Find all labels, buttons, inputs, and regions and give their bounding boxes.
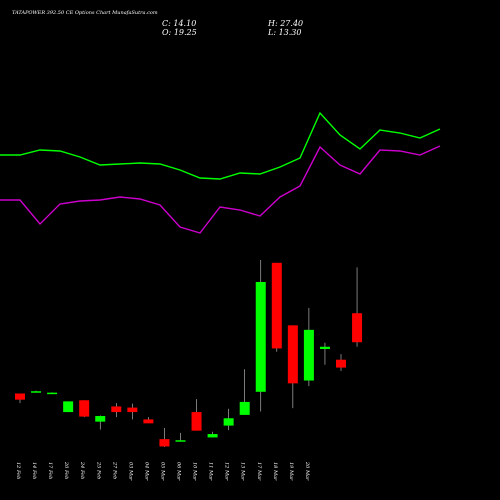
x-tick-label: 20 Feb	[63, 461, 69, 479]
candle	[191, 399, 202, 431]
high-readout: H: 27.40	[268, 19, 303, 28]
candle-body	[127, 407, 138, 413]
chart-title: TATAPOWER 392.50 CE Options Chart Munafa…	[12, 10, 158, 16]
candle-body	[271, 262, 282, 349]
candle	[63, 401, 74, 413]
x-tick-label: 11 Mar	[208, 462, 214, 481]
x-tick-label: 20 Mar	[304, 461, 310, 481]
x-tick-label: 12 Feb	[15, 462, 21, 479]
candle	[111, 403, 122, 418]
candle	[127, 403, 138, 420]
candle	[175, 432, 186, 442]
x-tick-label: 17 Mar	[256, 462, 262, 481]
x-tick-label: 03 Mar	[127, 462, 133, 481]
upper-band-line	[0, 111, 441, 180]
candle	[223, 408, 234, 431]
high-label: H:	[268, 19, 278, 28]
x-tick-label: 05 Mar	[159, 462, 165, 481]
candle-body	[255, 281, 266, 392]
open-readout: O: 19.25	[162, 28, 197, 37]
candle-body	[239, 401, 250, 415]
candle	[47, 392, 58, 395]
candle-body	[336, 359, 346, 368]
candle-body	[287, 325, 298, 384]
x-tick-label: 17 Feb	[47, 462, 53, 479]
candle	[271, 262, 282, 352]
candle-body	[159, 439, 170, 447]
candle	[255, 260, 266, 412]
low-value: 13.30	[278, 28, 302, 37]
close-readout: C: 14.10	[162, 19, 196, 28]
candle-body	[207, 434, 218, 438]
candle	[303, 307, 314, 387]
low-readout: L: 13.30	[268, 28, 301, 37]
candle	[287, 325, 298, 409]
candle	[336, 354, 346, 371]
high-value: 27.40	[280, 19, 304, 28]
x-tick-label: 19 Mar	[288, 462, 294, 481]
close-label: C:	[162, 19, 171, 28]
open-value: 19.25	[173, 28, 197, 37]
candle-body	[319, 346, 330, 349]
candle-body	[191, 412, 202, 431]
x-tick-label: 06 Mar	[176, 462, 182, 481]
candle-body	[47, 392, 58, 395]
candle-body	[79, 400, 90, 417]
candle-body	[31, 391, 42, 393]
lower-band-line	[0, 145, 441, 234]
candle	[79, 400, 90, 418]
x-tick-label: 14 Feb	[31, 462, 37, 479]
candle	[143, 417, 154, 424]
open-label: O:	[162, 28, 172, 37]
candle-body	[111, 406, 122, 413]
candle	[95, 415, 106, 430]
candle-body	[175, 440, 186, 442]
candle-body	[223, 418, 234, 426]
x-tick-label: 18 Mar	[272, 462, 278, 481]
candle-body	[303, 329, 314, 381]
candle-body	[63, 401, 74, 413]
candle	[239, 369, 250, 415]
candle	[159, 427, 170, 447]
candle	[207, 431, 218, 438]
candle	[319, 342, 330, 365]
x-tick-label: 10 Mar	[192, 462, 198, 481]
candle-body	[95, 416, 106, 422]
x-tick-label: 13 Mar	[240, 462, 246, 481]
x-tick-label: 27 Feb	[111, 461, 117, 479]
candle	[31, 390, 42, 393]
x-tick-label: 24 Feb	[79, 461, 85, 479]
candle-body	[352, 313, 363, 343]
candle-body	[143, 419, 154, 424]
candle	[352, 267, 363, 347]
close-value: 14.10	[173, 19, 197, 28]
x-tick-label: 12 Mar	[224, 462, 230, 481]
candle	[15, 393, 25, 404]
candle-body	[15, 393, 25, 400]
low-label: L:	[268, 28, 277, 37]
x-tick-label: 04 Mar	[143, 462, 149, 481]
x-tick-label: 25 Feb	[95, 461, 101, 479]
